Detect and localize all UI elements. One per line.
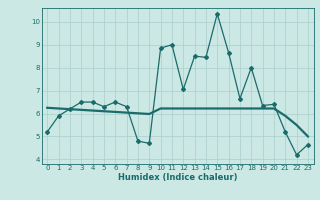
X-axis label: Humidex (Indice chaleur): Humidex (Indice chaleur) [118, 173, 237, 182]
